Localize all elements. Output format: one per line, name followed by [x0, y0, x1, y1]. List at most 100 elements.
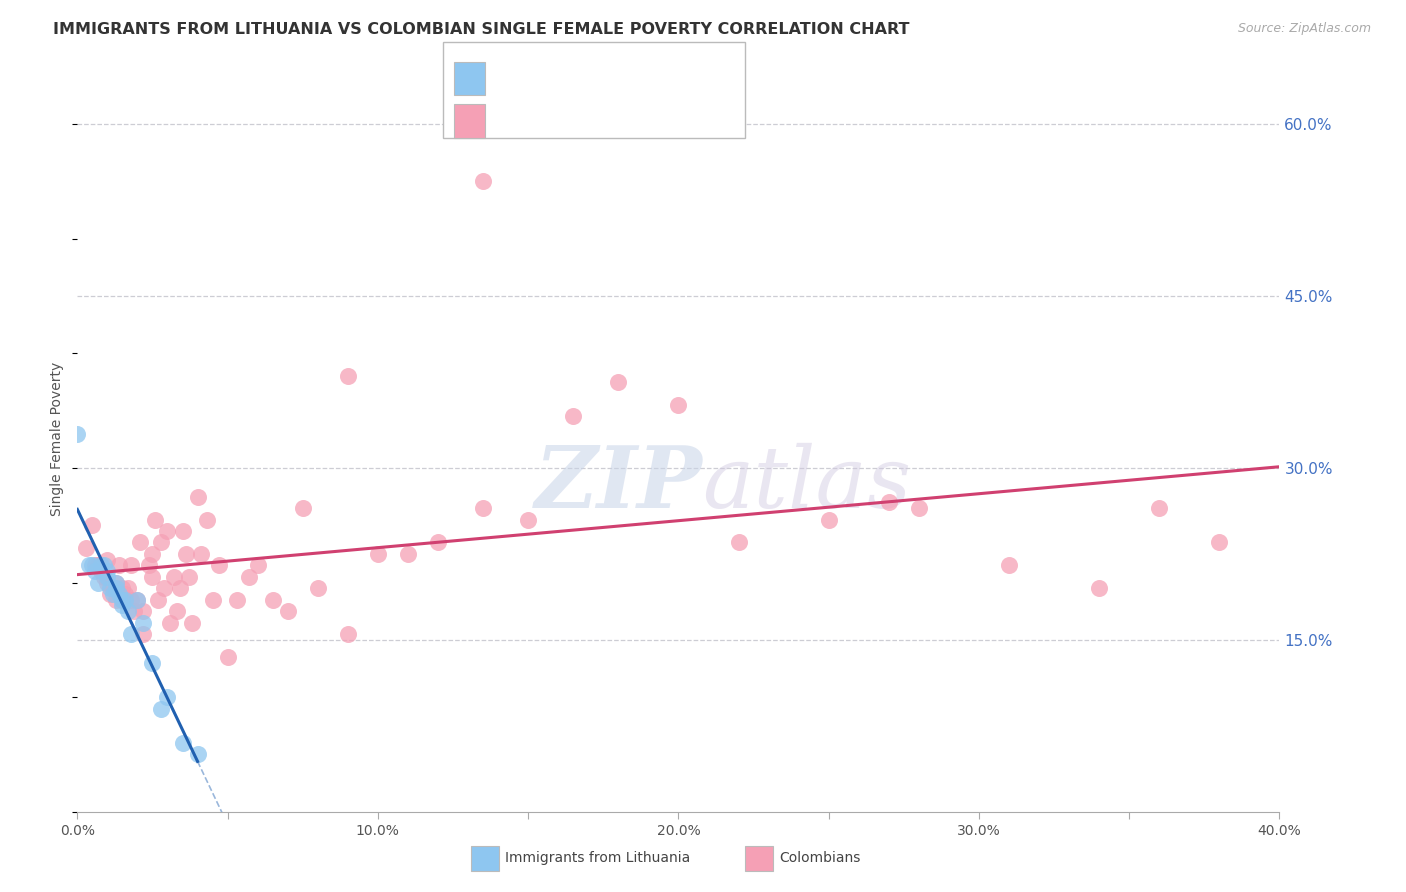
- Point: [1149, 501, 1171, 516]
- Point: [201, 592, 224, 607]
- Point: [82, 518, 104, 533]
- Point: [877, 495, 900, 509]
- Point: [187, 747, 209, 762]
- Point: [111, 599, 134, 613]
- Text: atlas: atlas: [703, 442, 911, 525]
- Point: [105, 592, 128, 607]
- Point: [75, 541, 97, 556]
- Point: [277, 604, 299, 618]
- Point: [90, 564, 112, 578]
- Point: [166, 604, 188, 618]
- Point: [132, 615, 155, 630]
- Point: [174, 547, 197, 561]
- Point: [129, 535, 152, 549]
- Point: [96, 570, 118, 584]
- Point: [172, 736, 194, 750]
- Point: [105, 575, 128, 590]
- Point: [79, 558, 101, 573]
- Point: [108, 587, 131, 601]
- Point: [111, 592, 134, 607]
- Point: [82, 558, 104, 573]
- Text: R =   0.355   N = 73: R = 0.355 N = 73: [494, 112, 690, 130]
- Point: [66, 426, 89, 441]
- Point: [93, 570, 115, 584]
- Point: [105, 582, 128, 596]
- Point: [150, 701, 173, 715]
- Point: [145, 512, 167, 526]
- Point: [84, 558, 107, 573]
- Point: [908, 501, 931, 516]
- Text: Source: ZipAtlas.com: Source: ZipAtlas.com: [1237, 22, 1371, 36]
- Point: [262, 592, 284, 607]
- Point: [156, 690, 179, 705]
- Point: [998, 558, 1021, 573]
- Point: [108, 558, 131, 573]
- Point: [396, 547, 419, 561]
- Point: [162, 570, 184, 584]
- Point: [217, 650, 239, 665]
- Point: [120, 592, 142, 607]
- Point: [96, 552, 118, 566]
- Point: [124, 604, 146, 618]
- Point: [336, 627, 359, 641]
- Point: [96, 564, 118, 578]
- Point: [120, 627, 142, 641]
- Point: [117, 582, 139, 596]
- Point: [90, 558, 112, 573]
- Point: [127, 592, 149, 607]
- Point: [562, 409, 585, 424]
- Point: [336, 369, 359, 384]
- Point: [105, 575, 128, 590]
- Point: [517, 512, 540, 526]
- Point: [1208, 535, 1230, 549]
- Point: [138, 558, 160, 573]
- Point: [190, 547, 212, 561]
- Point: [817, 512, 839, 526]
- Point: [100, 587, 122, 601]
- Point: [87, 558, 110, 573]
- Text: IMMIGRANTS FROM LITHUANIA VS COLOMBIAN SINGLE FEMALE POVERTY CORRELATION CHART: IMMIGRANTS FROM LITHUANIA VS COLOMBIAN S…: [53, 22, 910, 37]
- Point: [148, 592, 170, 607]
- Point: [150, 535, 173, 549]
- Point: [156, 524, 179, 538]
- Text: Colombians: Colombians: [779, 851, 860, 865]
- Point: [141, 570, 163, 584]
- Point: [111, 582, 134, 596]
- Point: [127, 592, 149, 607]
- Point: [225, 592, 247, 607]
- Point: [141, 547, 163, 561]
- Point: [427, 535, 450, 549]
- Point: [114, 587, 136, 601]
- Y-axis label: Single Female Poverty: Single Female Poverty: [51, 362, 65, 516]
- Point: [93, 558, 115, 573]
- Point: [180, 615, 202, 630]
- Point: [177, 570, 200, 584]
- Point: [103, 582, 125, 596]
- Point: [367, 547, 389, 561]
- Point: [117, 604, 139, 618]
- Point: [96, 575, 118, 590]
- Point: [291, 501, 314, 516]
- Point: [114, 592, 136, 607]
- Point: [187, 490, 209, 504]
- Point: [246, 558, 269, 573]
- Point: [172, 524, 194, 538]
- Text: R = -0.424   N = 26: R = -0.424 N = 26: [494, 70, 685, 87]
- Point: [727, 535, 749, 549]
- Point: [207, 558, 229, 573]
- Point: [120, 558, 142, 573]
- Point: [132, 627, 155, 641]
- Point: [1088, 582, 1111, 596]
- Point: [132, 604, 155, 618]
- Point: [111, 592, 134, 607]
- Point: [307, 582, 329, 596]
- Point: [84, 564, 107, 578]
- Point: [141, 656, 163, 670]
- Point: [169, 582, 191, 596]
- Point: [159, 615, 181, 630]
- Point: [472, 501, 495, 516]
- Point: [100, 582, 122, 596]
- Text: ZIP: ZIP: [534, 442, 703, 525]
- Text: Immigrants from Lithuania: Immigrants from Lithuania: [505, 851, 690, 865]
- Point: [153, 582, 176, 596]
